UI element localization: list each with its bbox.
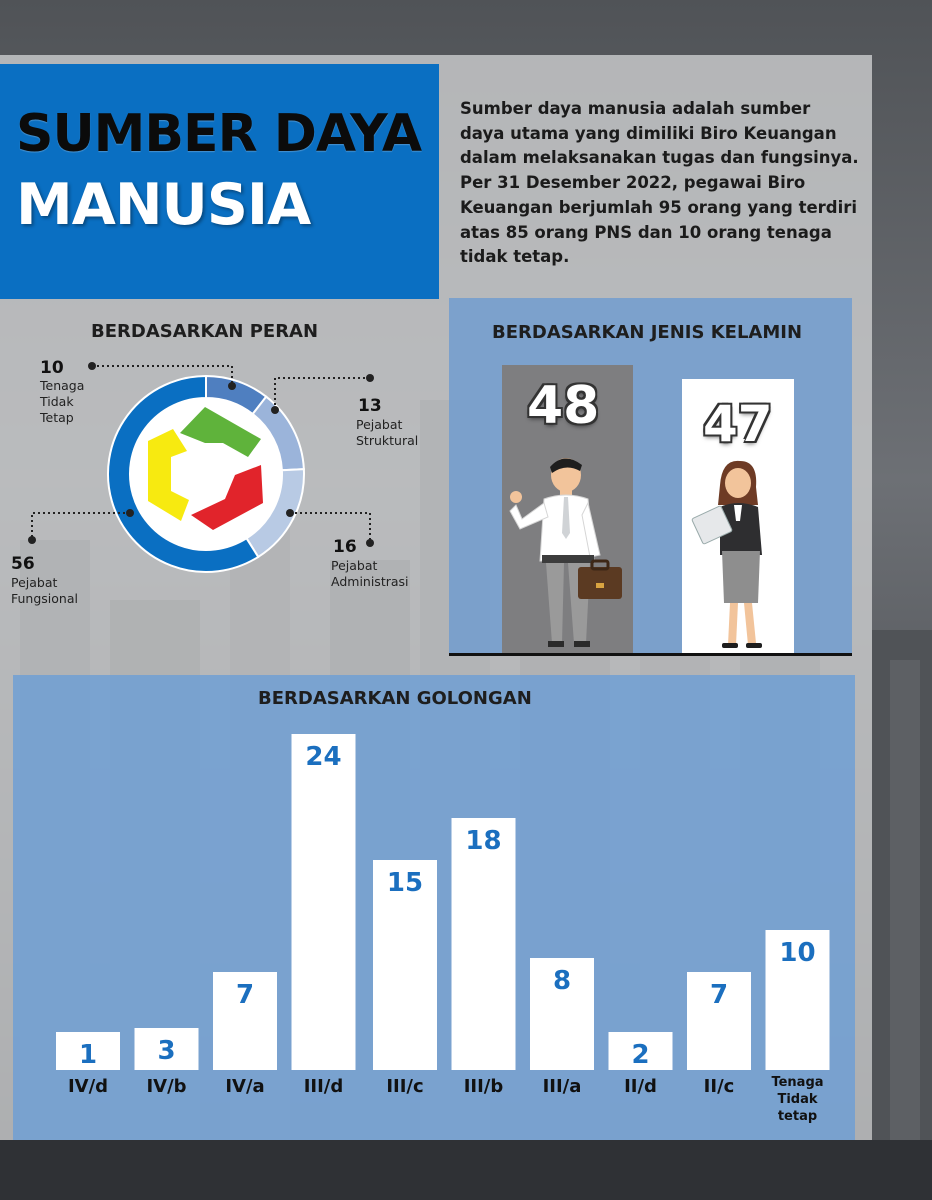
- peran-fungsional-label: Pejabat Fungsional: [11, 575, 78, 606]
- golongan-label-7: III/a: [543, 1076, 582, 1097]
- title-box: [0, 64, 439, 299]
- leader-line-struktural: [274, 377, 370, 410]
- peran-fungsional-value: 56: [11, 554, 35, 574]
- leader-end-struktural: [271, 406, 279, 414]
- peran-struktural-value: 13: [358, 396, 382, 416]
- golongan-bar-5: [373, 860, 437, 1070]
- golongan-label-1: IV/d: [68, 1076, 108, 1097]
- peran-struktural-label: Pejabat Struktural: [356, 417, 419, 448]
- leader-line-tenaga: [92, 365, 233, 386]
- golongan-value-10: 10: [779, 938, 815, 968]
- golongan-bar-6: [451, 818, 516, 1070]
- page-title-line2: MANUSIA: [16, 172, 311, 238]
- golongan-bar-1: [56, 1032, 120, 1070]
- golongan-bar-8: [608, 1032, 673, 1070]
- golongan-value-1: 1: [79, 1040, 97, 1070]
- golongan-bar-4: [291, 734, 356, 1070]
- golongan-value-8: 2: [631, 1040, 649, 1070]
- golongan-value-6: 18: [465, 826, 501, 856]
- peran-section-title: BERDASARKAN PERAN: [91, 321, 319, 342]
- page-title-line1: SUMBER DAYA: [16, 104, 422, 164]
- golongan-value-7: 8: [553, 966, 571, 996]
- leader-dot-administrasi: [366, 539, 374, 547]
- golongan-label-9: II/c: [704, 1076, 735, 1097]
- female-employee-icon: [691, 460, 762, 648]
- male-count: 48: [527, 376, 600, 436]
- golongan-bar-2: [134, 1028, 199, 1070]
- golongan-label-5: III/c: [386, 1076, 423, 1097]
- leader-dot-tenaga: [88, 362, 96, 370]
- golongan-label-4: III/d: [304, 1076, 344, 1097]
- leader-dot-fungsional: [28, 536, 36, 544]
- leader-line-fungsional: [31, 512, 130, 540]
- golongan-label-8: II/d: [624, 1076, 657, 1097]
- golongan-label-3: IV/a: [225, 1076, 264, 1097]
- leader-line-administrasi: [290, 512, 371, 543]
- golongan-bar-10: [765, 930, 830, 1070]
- golongan-value-2: 3: [157, 1036, 175, 1066]
- leader-dots: [28, 362, 374, 547]
- golongan-value-4: 24: [305, 742, 341, 772]
- golongan-bar-9: [687, 972, 751, 1070]
- golongan-label-10: Tenaga Tidak tetap: [771, 1075, 823, 1124]
- intro-paragraph: Sumber daya manusia adalah sumber daya u…: [460, 99, 859, 267]
- golongan-value-9: 7: [710, 980, 728, 1010]
- gender-baseline: [449, 653, 852, 656]
- peran-administrasi-value: 16: [333, 537, 357, 557]
- female-count: 47: [703, 395, 773, 453]
- peran-tenaga-label: Tenaga Tidak Tetap: [40, 378, 85, 425]
- peran-administrasi-label: Pejabat Administrasi: [331, 558, 409, 589]
- golongan-bar-7: [530, 958, 594, 1070]
- leader-dot-struktural: [366, 374, 374, 382]
- golongan-value-5: 15: [387, 868, 423, 898]
- golongan-value-3: 7: [236, 980, 254, 1010]
- leader-lines: [31, 365, 371, 543]
- kemenkeu-logo-icon: [148, 407, 263, 530]
- leader-end-fungsional: [126, 509, 134, 517]
- male-employee-icon: [509, 458, 622, 647]
- golongan-label-6: III/b: [464, 1076, 504, 1097]
- golongan-bar-3: [213, 972, 277, 1070]
- leader-end-tenaga: [228, 382, 236, 390]
- leader-end-administrasi: [286, 509, 294, 517]
- golongan-label-2: IV/b: [146, 1076, 186, 1097]
- golongan-section-title: BERDASARKAN GOLONGAN: [258, 688, 532, 709]
- kelamin-section-title: BERDASARKAN JENIS KELAMIN: [492, 322, 803, 343]
- peran-tenaga-value: 10: [40, 358, 64, 378]
